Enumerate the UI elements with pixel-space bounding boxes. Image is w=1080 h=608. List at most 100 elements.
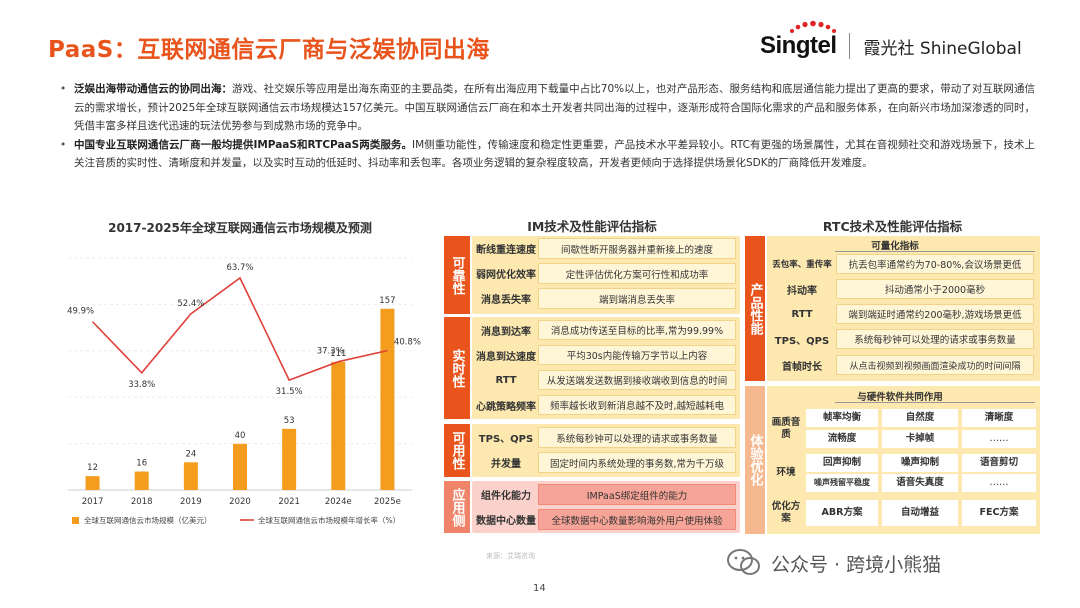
legend-bar-swatch bbox=[72, 517, 79, 524]
metric-value: 平均30s内能传输万字节以上内容 bbox=[538, 345, 736, 365]
metric-value: 从发送端发送数据到接收端收到信息的时间 bbox=[538, 370, 736, 390]
rtc-category-product: 产品性能 bbox=[745, 236, 765, 381]
x-tick-label: 2019 bbox=[180, 497, 202, 507]
bar-value-label: 157 bbox=[379, 296, 395, 306]
singtel-logo: Singtel bbox=[760, 20, 837, 60]
rtc-table-title: RTC技术及性能评估指标 bbox=[822, 219, 963, 234]
experience-group-label: 画质音质 bbox=[771, 417, 801, 440]
bar bbox=[380, 308, 395, 490]
experience-group-label: 环境 bbox=[776, 467, 796, 478]
im-row: 消息到达率 消息成功传送至目标的比率,常为99.99% bbox=[474, 320, 738, 340]
slide-header: PaaS：互联网通信云厂商与泛娱协同出海 Singtel 霞光社 ShineGl… bbox=[0, 0, 1080, 72]
experience-cell: 卡掉帧 bbox=[882, 430, 958, 448]
singtel-dots-icon bbox=[790, 20, 836, 33]
metric-label: TPS、QPS bbox=[478, 434, 534, 445]
bar bbox=[331, 361, 346, 490]
im-row: 组件化能力 IMPaaS绑定组件的能力 bbox=[474, 484, 738, 505]
bullet-item: 泛娱出海带动通信云的协同出海：游戏、社交娱乐等应用是出海东南亚的主要品类，在所有… bbox=[60, 80, 1035, 136]
im-category-realtime: 实时性 bbox=[444, 317, 470, 419]
bullet-item: 中国专业互联网通信云厂商一般均提供IMPaaS和RTCPaaS两类服务。IM侧重… bbox=[60, 136, 1035, 173]
rtc-subhead-quantifiable: 可量化指标 bbox=[871, 241, 919, 252]
experience-cell: 流畅度 bbox=[806, 430, 878, 448]
rtc-subhead-hw-sw: 与硬件软件共同作用 bbox=[857, 392, 943, 403]
subhead-rule bbox=[835, 251, 1035, 252]
bullet-lead: 泛娱出海带动通信云的协同出海： bbox=[74, 83, 233, 95]
metric-label: 断线重连速度 bbox=[476, 245, 536, 256]
metric-label: 数据中心数量 bbox=[476, 516, 536, 527]
category-label: 应用侧 bbox=[449, 487, 465, 527]
x-tick-label: 2017 bbox=[82, 497, 104, 507]
bar-value-label: 111 bbox=[330, 349, 346, 359]
shineglobal-logo: 霞光社 ShineGlobal bbox=[863, 38, 1022, 59]
metric-value: 间歇性断开服务器并重新接上的速度 bbox=[538, 238, 736, 259]
metric-value: 固定时间内系统处理的事务数,常为千万级 bbox=[538, 452, 736, 473]
metric-value: 抗丢包率通常约为70-80%,会议场景更低 bbox=[836, 254, 1034, 274]
bar-value-label: 12 bbox=[87, 463, 98, 473]
bar bbox=[282, 428, 297, 490]
im-category-application: 应用侧 bbox=[444, 481, 470, 533]
subhead-rule bbox=[835, 402, 1035, 403]
x-tick-label: 2018 bbox=[131, 497, 153, 507]
metric-value: IMPaaS绑定组件的能力 bbox=[538, 484, 736, 505]
metric-value: 频率越长收到新消息越不及时,越短越耗电 bbox=[538, 395, 736, 415]
market-size-chart: 12 2017 16 2018 24 2019 40 2020 53 2021 111 2024e 15… bbox=[67, 257, 421, 525]
bar bbox=[134, 471, 149, 490]
experience-cell: ABR方案 bbox=[806, 500, 878, 526]
experience-cell: 帧率均衡 bbox=[806, 409, 878, 427]
im-row: RTT 从发送端发送数据到接收端收到信息的时间 bbox=[474, 370, 738, 390]
category-label: 产品性能 bbox=[747, 282, 763, 335]
brand-divider bbox=[848, 33, 850, 59]
category-label: 体验优化 bbox=[747, 434, 763, 486]
bar bbox=[233, 443, 247, 490]
metric-value: 定性评估优化方案可行性和成功率 bbox=[538, 263, 736, 284]
legend-bar-label: 全球互联网通信云市场规模（亿美元） bbox=[84, 515, 212, 525]
rtc-row: 丢包率、重传率 抗丢包率通常约为70-80%,会议场景更低 bbox=[768, 254, 1038, 274]
experience-cell: 语音失真度 bbox=[882, 474, 958, 492]
metric-label: 心跳策略频率 bbox=[476, 401, 536, 413]
bar-value-label: 40 bbox=[235, 431, 246, 441]
bar bbox=[183, 462, 198, 490]
experience-cell: 噪声残留平稳度 bbox=[806, 474, 878, 492]
im-row: 并发量 固定时间内系统处理的事务数,常为千万级 bbox=[474, 452, 738, 473]
rtc-row: 抖动率 抖动通常小于2000毫秒 bbox=[768, 279, 1038, 299]
rtc-row: 首帧时长 从点击视频到视频画面渲染成功的时间间隔 bbox=[768, 355, 1038, 375]
category-label: 可靠性 bbox=[449, 255, 465, 295]
watermark-text: 公众号 · 跨境小熊猫 bbox=[771, 553, 942, 576]
metric-label: 消息到达率 bbox=[481, 326, 531, 338]
metric-value: 系统每秒钟可以处理的请求或事务数量 bbox=[836, 329, 1034, 349]
bullet-list: 泛娱出海带动通信云的协同出海：游戏、社交娱乐等应用是出海东南亚的主要品类，在所有… bbox=[60, 80, 1035, 173]
x-tick-label: 2024e bbox=[325, 497, 352, 507]
metric-value: 端到端延时通常约200毫秒,游戏场景更低 bbox=[836, 304, 1034, 324]
metric-value: 全球数据中心数量影响海外用户使用体验 bbox=[538, 509, 736, 530]
category-label: 可用性 bbox=[449, 431, 465, 470]
rtc-row: TPS、QPS 系统每秒钟可以处理的请求或事务数量 bbox=[768, 329, 1038, 349]
wechat-watermark: 公众号 · 跨境小熊猫 bbox=[727, 548, 941, 578]
experience-cell: 清晰度 bbox=[962, 409, 1036, 427]
experience-group-label: 优化方案 bbox=[771, 501, 801, 524]
rtc-row: RTT 端到端延时通常约200毫秒,游戏场景更低 bbox=[768, 304, 1038, 324]
im-row: 弱网优化效率 定性评估优化方案可行性和成功率 bbox=[474, 263, 738, 284]
category-label: 实时性 bbox=[449, 348, 465, 388]
experience-cell: 语音剪切 bbox=[962, 454, 1036, 472]
line-value-label: 37.3% bbox=[317, 347, 344, 357]
bar bbox=[85, 476, 100, 490]
bar-value-label: 53 bbox=[284, 416, 295, 426]
line-value-label: 63.7% bbox=[226, 263, 253, 273]
im-category-availability: 可用性 bbox=[444, 424, 470, 477]
experience-cell: 自然度 bbox=[882, 409, 958, 427]
metric-label: RTT bbox=[791, 308, 813, 320]
experience-cell: 回声抑制 bbox=[806, 454, 878, 472]
line-value-label: 31.5% bbox=[276, 387, 303, 397]
im-row: 心跳策略频率 频率越长收到新消息越不及时,越短越耗电 bbox=[474, 395, 738, 415]
experience-cell: FEC方案 bbox=[962, 500, 1036, 526]
im-row: 消息丢失率 端到端消息丢失率 bbox=[474, 288, 738, 309]
legend-line-label: 全球互联网通信云市场规模年增长率（%） bbox=[258, 515, 400, 525]
singtel-wordmark: Singtel bbox=[760, 32, 837, 59]
x-tick-label: 2025e bbox=[374, 497, 401, 507]
metric-label: RTT bbox=[495, 374, 517, 386]
line-value-label: 52.4% bbox=[177, 299, 204, 309]
x-tick-label: 2020 bbox=[229, 497, 251, 507]
metric-label: 并发量 bbox=[491, 459, 521, 470]
line-value-label: 40.8% bbox=[394, 338, 421, 348]
bar-value-label: 24 bbox=[185, 449, 196, 459]
